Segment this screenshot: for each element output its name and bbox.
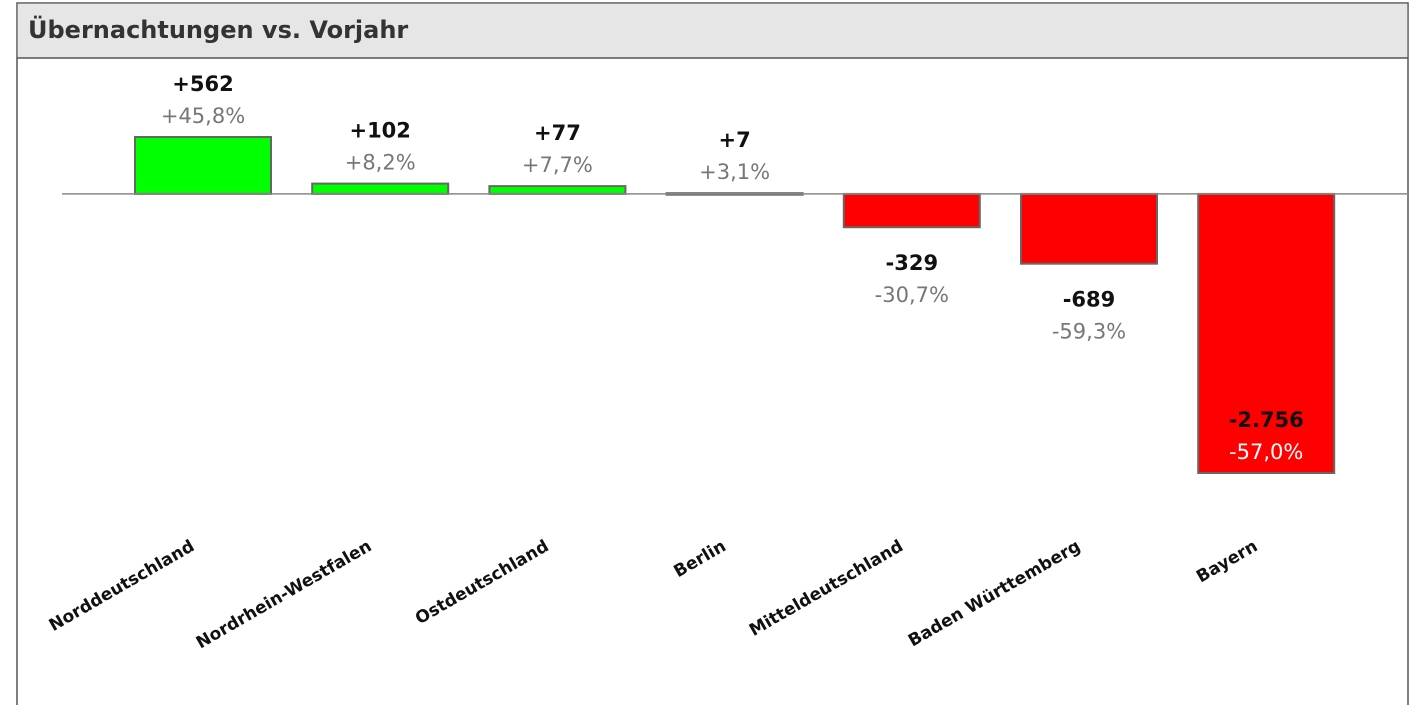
- value-label: +7: [718, 128, 750, 152]
- panel-header: [17, 3, 1408, 58]
- percent-label: +3,1%: [699, 160, 770, 184]
- value-label: +102: [349, 119, 410, 143]
- percent-label: +7,7%: [522, 153, 593, 177]
- value-label: +77: [534, 121, 581, 145]
- percent-label: -57,0%: [1229, 440, 1303, 464]
- percent-label: -30,7%: [875, 283, 949, 307]
- value-label: -689: [1063, 288, 1116, 312]
- value-label: -329: [886, 251, 939, 275]
- value-label: +562: [172, 72, 233, 96]
- bar: [1020, 192, 1158, 265]
- bar: [488, 185, 627, 195]
- percent-label: -59,3%: [1052, 320, 1126, 344]
- panel-frame: [16, 2, 1409, 709]
- value-label: -2.756: [1229, 408, 1304, 432]
- bar: [134, 136, 272, 195]
- chart-title: Übernachtungen vs. Vorjahr: [28, 14, 408, 44]
- percent-label: +45,8%: [161, 104, 245, 128]
- percent-label: +8,2%: [345, 151, 416, 175]
- bar: [311, 182, 450, 195]
- bar: [1197, 192, 1336, 474]
- bar: [842, 192, 981, 229]
